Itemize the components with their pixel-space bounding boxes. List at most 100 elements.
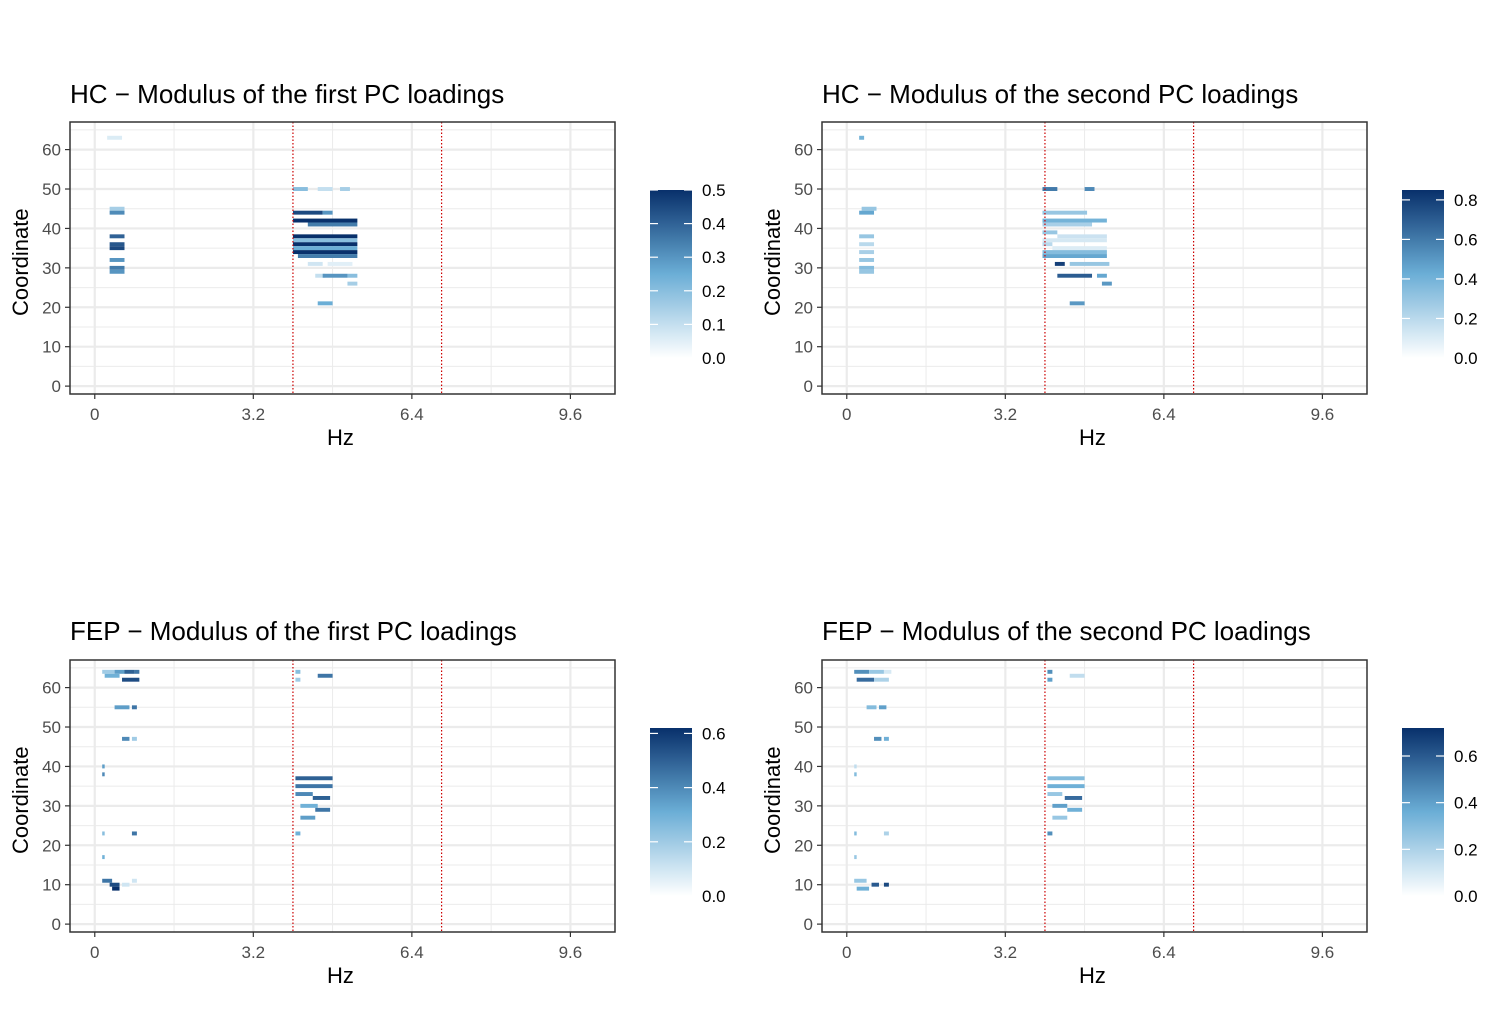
panel-4-xtick-label: 9.6 bbox=[1311, 943, 1335, 962]
panel-2-heat-cell bbox=[1042, 218, 1107, 223]
panel-4-heat-cell bbox=[869, 669, 884, 674]
panel-4-ylabel: Coordinate bbox=[760, 746, 785, 854]
panel-2-title: HC − Modulus of the second PC loadings bbox=[822, 79, 1299, 109]
panel-1-heat-cell bbox=[292, 210, 323, 215]
panel-4-heat-cell bbox=[1047, 677, 1053, 682]
panel-3-heat-cell bbox=[131, 705, 137, 710]
panel-2-heat-cell bbox=[1042, 210, 1088, 215]
panel-3-ytick-label: 50 bbox=[42, 718, 61, 737]
panel-3-heat-cell bbox=[102, 772, 105, 777]
panel-1-cells bbox=[107, 135, 358, 306]
panel-2-heat-cell bbox=[859, 210, 875, 215]
panel-3-xtick-label: 0 bbox=[90, 943, 99, 962]
panel-1-ylabel: Coordinate bbox=[8, 208, 33, 316]
panel-1-xtick-label: 6.4 bbox=[400, 405, 424, 424]
panel-2-heat-cell bbox=[859, 258, 875, 262]
panel-3-cells bbox=[102, 669, 333, 891]
panel-2-heat-cell bbox=[1054, 261, 1065, 266]
panel-1-heat-cell bbox=[292, 234, 358, 239]
panel-2-legend-label: 0.0 bbox=[1454, 349, 1478, 368]
panel-2-heat-cell bbox=[859, 269, 875, 274]
panel-3-title: FEP − Modulus of the first PC loadings bbox=[70, 616, 517, 646]
panel-4-legend-label: 0.4 bbox=[1454, 794, 1478, 813]
panel-4-legend-label: 0.0 bbox=[1454, 887, 1478, 906]
panel-4-heat-cell bbox=[1047, 776, 1085, 781]
panel-3-heat-cell bbox=[104, 673, 120, 678]
panel-1-heat-cell bbox=[340, 187, 350, 191]
panel-4-heat-cell bbox=[1047, 792, 1063, 796]
panel-1-heat-cell bbox=[107, 135, 123, 140]
panel-4-heat-cell bbox=[883, 669, 892, 674]
panel-3-heat-cell bbox=[114, 705, 130, 710]
panel-4-heat-cell bbox=[1047, 669, 1053, 674]
panel-3-heat-cell bbox=[122, 882, 130, 887]
panel-2-ytick-label: 0 bbox=[804, 377, 813, 396]
panel-1-ytick-label: 30 bbox=[42, 259, 61, 278]
panel-1-heat-cell bbox=[109, 206, 125, 211]
panel-4-ytick-label: 20 bbox=[794, 836, 813, 855]
panel-3-heat-cell bbox=[122, 736, 130, 741]
panel-4-xlabel: Hz bbox=[1079, 963, 1106, 988]
panel-4-legend-label: 0.2 bbox=[1454, 840, 1478, 859]
panel-4-ytick-label: 30 bbox=[794, 797, 813, 816]
panel-1-heat-cell bbox=[292, 187, 308, 191]
panel-3-heat-cell bbox=[112, 886, 120, 891]
panel-1-legend-label: 0.1 bbox=[702, 315, 726, 334]
panel-3-heat-cell bbox=[300, 815, 316, 820]
panel-2-heat-cell bbox=[1096, 273, 1107, 278]
panel-3-heat-cell bbox=[122, 677, 140, 682]
panel-4-heat-cell bbox=[883, 736, 889, 741]
panel-3-heat-cell bbox=[300, 803, 318, 808]
panel-1-heat-cell bbox=[292, 250, 358, 255]
panel-1-legend-label: 0.2 bbox=[702, 282, 726, 301]
panel-1-title: HC − Modulus of the first PC loadings bbox=[70, 79, 505, 109]
panel-3-legend-label: 0.2 bbox=[702, 833, 726, 852]
panel-4-heat-cell bbox=[856, 677, 875, 682]
panel-3-grid bbox=[70, 660, 615, 932]
panel-2-legend-label: 0.6 bbox=[1454, 230, 1478, 249]
panel-1-legend-label: 0.5 bbox=[702, 181, 726, 200]
panel-3-ytick-label: 0 bbox=[52, 915, 61, 934]
panel-3-heat-cell bbox=[131, 736, 137, 741]
panel-4-grid bbox=[822, 660, 1367, 932]
panel-2-ytick-label: 50 bbox=[794, 180, 813, 199]
panel-2-legend-label: 0.8 bbox=[1454, 191, 1478, 210]
panel-1-heat-cell bbox=[109, 246, 125, 251]
panel-3-heat-cell bbox=[134, 669, 140, 674]
panel-2-heat-cell bbox=[1057, 234, 1107, 239]
panel-3-legend-label: 0.6 bbox=[702, 724, 726, 743]
panel-1-heat-cell bbox=[322, 210, 333, 215]
panel-4-heat-cell bbox=[878, 705, 887, 710]
panel-3-ytick-label: 40 bbox=[42, 757, 61, 776]
panel-1-heat-cell bbox=[307, 222, 358, 227]
panel-4-heat-cell bbox=[1052, 803, 1068, 808]
panel-1-heat-cell bbox=[307, 261, 323, 266]
panel-2-heat-cell bbox=[859, 135, 865, 140]
panel-4-xtick-label: 3.2 bbox=[993, 943, 1017, 962]
panel-3-heat-cell bbox=[102, 669, 115, 674]
panel-2-heat-cell bbox=[861, 206, 877, 211]
panel-4-heat-cell bbox=[866, 705, 877, 710]
panel-1-legend-label: 0.4 bbox=[702, 215, 726, 234]
panel-3-heat-cell bbox=[131, 878, 137, 883]
panel-4-heat-cell bbox=[1047, 831, 1053, 836]
panel-4-xtick-label: 6.4 bbox=[1152, 943, 1176, 962]
panel-4-ytick-label: 50 bbox=[794, 718, 813, 737]
panel-2-ytick-label: 40 bbox=[794, 219, 813, 238]
panel-3-heat-cell bbox=[315, 807, 331, 812]
panel-2-xtick-label: 3.2 bbox=[993, 405, 1017, 424]
panel-4-legend-colorbar bbox=[1402, 728, 1444, 896]
panel-1-legend-label: 0.0 bbox=[702, 349, 726, 368]
panel-2-heat-cell bbox=[1042, 187, 1058, 191]
panel-3-ylabel: Coordinate bbox=[8, 746, 33, 854]
panel-2-heat-cell bbox=[1069, 261, 1110, 266]
panel-3-legend-label: 0.0 bbox=[702, 887, 726, 906]
panel-3-legend-colorbar bbox=[650, 728, 692, 896]
panel-4-heat-cell bbox=[874, 677, 889, 682]
panel-1-heat-cell bbox=[109, 258, 125, 262]
panel-4-heat-cell bbox=[854, 764, 857, 769]
panel-1-heat-cell bbox=[292, 242, 358, 247]
